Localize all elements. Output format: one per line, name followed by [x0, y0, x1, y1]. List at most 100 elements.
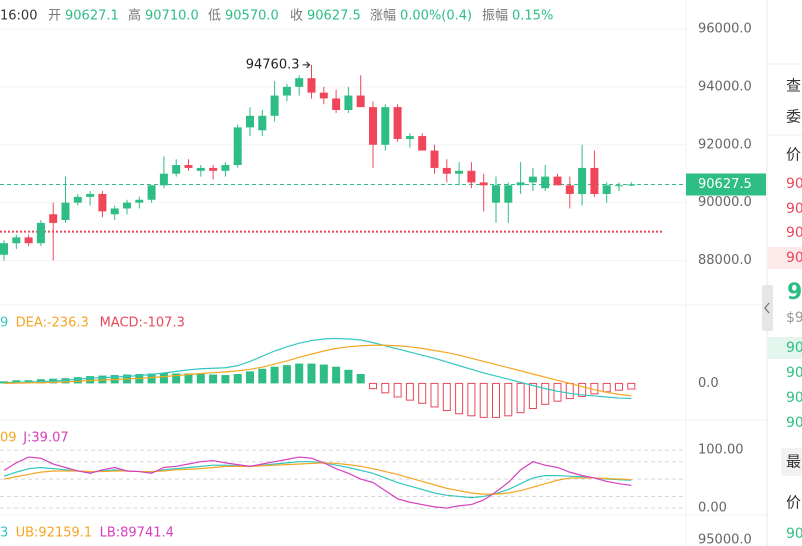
macd-bar: [492, 382, 500, 418]
indicator-label: 3: [0, 526, 8, 541]
macd-bar: [147, 373, 156, 384]
header-stat-value: 90627.5: [307, 9, 361, 24]
macd-bar: [209, 374, 218, 384]
macd-bar: [615, 382, 623, 391]
ask-highlight: [768, 247, 802, 269]
indicator-label: UB:92159.1: [16, 526, 93, 541]
candle-body: [381, 107, 390, 145]
candle-body: [393, 107, 402, 139]
sidebar-tab[interactable]: 委: [786, 108, 801, 126]
header-stat-label: 低: [208, 9, 221, 24]
trades-header: 价: [786, 494, 801, 512]
indicator-line: [3, 337, 632, 400]
macd-bar: [578, 382, 587, 397]
candle-body: [479, 182, 488, 186]
candle-body: [24, 237, 33, 244]
candle-body: [172, 165, 181, 174]
header-stat-label: 振幅: [482, 9, 508, 24]
candle-body: [110, 208, 119, 215]
macd-bar: [172, 373, 181, 384]
candle-body: [233, 127, 242, 166]
macd-bar: [369, 382, 377, 390]
ask-price: 90: [786, 225, 802, 241]
last-price-label: 90627.5: [698, 177, 752, 192]
candle-body: [516, 182, 525, 186]
candle-body: [270, 95, 279, 116]
indicator-line: [3, 461, 632, 499]
header-stat-value: 0.15%: [512, 9, 553, 24]
header-stat-label: 涨幅: [370, 9, 396, 24]
macd-bar: [319, 364, 328, 384]
indicator-label: 9: [0, 316, 8, 331]
macd-bar: [344, 369, 353, 384]
candle-body: [282, 86, 291, 96]
y-tick-label: 100.00: [698, 443, 744, 458]
y-tick-label: 94000.0: [698, 79, 752, 94]
annotation-arrow: [302, 61, 311, 69]
header-stats: 开 90627.1 高 90710.0 低 90570.0 收 90627.5 涨幅 0.00%(…: [48, 8, 553, 24]
candle-body: [307, 78, 316, 93]
candle-body: [565, 185, 574, 194]
header-stat-value: 90627.1: [65, 9, 119, 24]
latest-button[interactable]: [781, 448, 802, 476]
y-tick-label: 92000.0: [698, 137, 752, 152]
candle-body: [602, 185, 611, 194]
candle-body: [184, 165, 193, 168]
candle-body: [0, 243, 8, 255]
candle-body: [73, 196, 82, 203]
candle-body: [405, 136, 414, 139]
header-stat-label: 收: [290, 9, 303, 24]
macd-bar: [381, 382, 390, 394]
macd-bar: [467, 382, 476, 417]
macd-bar: [541, 382, 550, 405]
candle-body: [61, 202, 70, 221]
candle-body: [467, 170, 476, 183]
candle-body: [455, 170, 464, 174]
bid-highlight: [768, 337, 802, 359]
macd-bar: [479, 382, 488, 418]
candle-body: [553, 176, 562, 186]
candle-body: [36, 222, 45, 244]
last-price-tag: [686, 173, 766, 196]
high-annotation: 94760.3: [246, 57, 300, 72]
y-tick-label: 90000.0: [698, 195, 752, 210]
indicator-line: [3, 344, 632, 397]
candle-body: [492, 185, 500, 203]
indicator-label: LB:89741.4: [100, 526, 174, 541]
candle-body: [578, 167, 587, 194]
bid-price: 90: [786, 415, 802, 431]
header-stat-label: 高: [128, 8, 141, 24]
trade-price: 90: [786, 526, 802, 542]
candle-body: [504, 185, 513, 203]
indicator-line: [3, 462, 632, 495]
candle-body: [295, 78, 304, 87]
macd-bar: [516, 382, 525, 414]
macd-bar: [332, 366, 341, 384]
macd-bar: [184, 373, 193, 384]
candle-body: [135, 199, 144, 203]
candle-body: [221, 165, 230, 171]
candle-body: [344, 95, 353, 111]
collapse-arrow: [764, 302, 770, 314]
macd-bar: [221, 375, 230, 384]
candle-body: [615, 185, 623, 187]
header-stat-value: 90710.0: [145, 9, 199, 24]
ask-price: 90: [786, 250, 802, 266]
candle-body: [627, 184, 636, 186]
indicator-label: DEA:-236.3: [16, 316, 89, 331]
sidebar-header: 价: [786, 146, 801, 164]
macd-bar: [233, 374, 242, 384]
candle-body: [246, 115, 254, 128]
macd-bar: [430, 382, 439, 408]
candle-body: [258, 115, 267, 131]
collapse-tab[interactable]: [762, 285, 773, 331]
header-stat-label: 开: [48, 9, 61, 24]
macd-bar: [258, 368, 267, 384]
ask-price: 90: [786, 176, 802, 192]
candle-body: [147, 185, 156, 200]
y-tick-label: 0.00: [698, 501, 727, 516]
y-tick-label: 95000.0: [698, 533, 752, 546]
candle-body: [86, 193, 95, 197]
sidebar-tab[interactable]: 查: [786, 77, 801, 95]
